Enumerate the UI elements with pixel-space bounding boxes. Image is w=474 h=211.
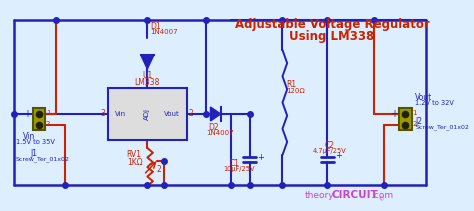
Text: U1: U1	[142, 71, 153, 80]
Text: 2: 2	[412, 121, 417, 127]
Text: 3: 3	[101, 108, 106, 118]
Text: +: +	[390, 109, 398, 119]
Polygon shape	[141, 55, 154, 69]
Text: 1: 1	[46, 110, 50, 116]
Text: Vin: Vin	[115, 111, 126, 117]
Text: 1.5V to 35V: 1.5V to 35V	[16, 139, 55, 145]
Text: 1KΩ: 1KΩ	[127, 158, 142, 167]
Bar	[33, 108, 45, 130]
Text: LM338: LM338	[135, 78, 160, 87]
Text: 10μF/25V: 10μF/25V	[224, 166, 255, 172]
Text: .com: .com	[371, 191, 393, 200]
Text: Screw_Ter_01x02: Screw_Ter_01x02	[16, 156, 70, 162]
Text: 1N4007: 1N4007	[150, 29, 178, 35]
Text: D1: D1	[150, 22, 161, 31]
Text: J2: J2	[415, 117, 422, 126]
Text: 1.2V to 32V: 1.2V to 32V	[415, 100, 454, 106]
Text: Using LM338: Using LM338	[290, 30, 374, 43]
Text: Adjustable Voltage Regulator: Adjustable Voltage Regulator	[235, 18, 429, 31]
Text: 2: 2	[189, 108, 194, 118]
Text: 2: 2	[46, 121, 50, 127]
Text: 2: 2	[157, 165, 162, 174]
Text: R1: R1	[286, 80, 296, 89]
Text: J1: J1	[30, 149, 37, 158]
Polygon shape	[210, 107, 221, 121]
Text: ©: ©	[378, 197, 383, 202]
Text: C2: C2	[325, 141, 335, 150]
Text: Vout: Vout	[164, 111, 180, 117]
Text: +: +	[257, 153, 264, 162]
Text: theory: theory	[304, 191, 334, 200]
Text: 1: 1	[412, 110, 417, 116]
Text: C1: C1	[229, 159, 239, 168]
Bar	[400, 108, 411, 130]
Text: Screw_Ter_01x02: Screw_Ter_01x02	[415, 124, 469, 130]
Text: D2: D2	[209, 123, 219, 132]
Bar	[108, 88, 187, 140]
Text: CIRCUIT: CIRCUIT	[331, 190, 378, 200]
Text: 1N4007: 1N4007	[206, 130, 233, 136]
Text: RV1: RV1	[127, 150, 142, 159]
Text: Vout: Vout	[415, 93, 433, 102]
Text: ADJ: ADJ	[144, 108, 150, 120]
Text: +: +	[335, 151, 342, 160]
Text: 120Ω: 120Ω	[286, 88, 305, 94]
Text: 4.7μF/25V: 4.7μF/25V	[312, 148, 346, 154]
Text: Vin: Vin	[23, 132, 36, 141]
Text: +: +	[23, 109, 31, 119]
